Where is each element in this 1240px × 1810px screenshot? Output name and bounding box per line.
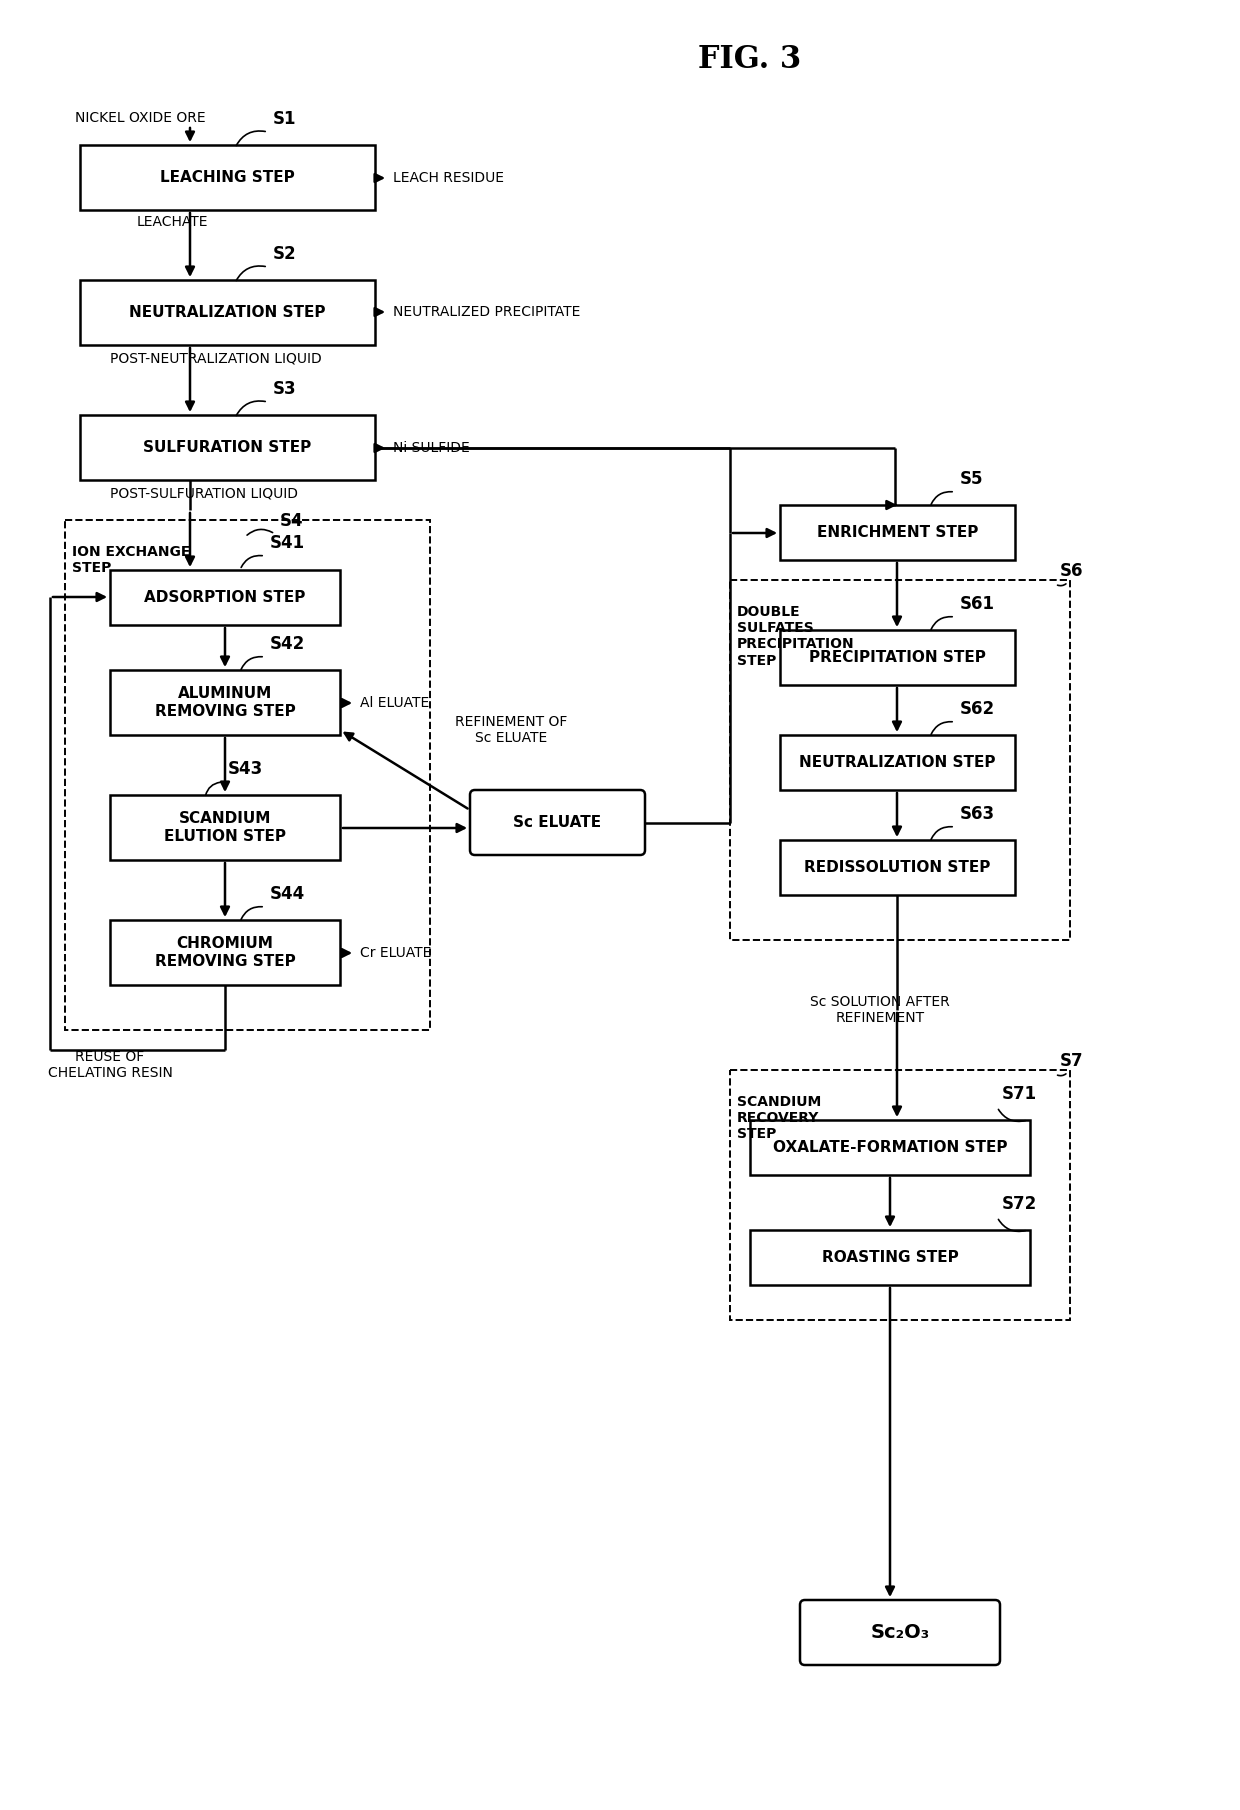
Text: S2: S2 [273, 244, 296, 262]
Bar [780, 630, 1016, 684]
Text: OXALATE-FORMATION STEP: OXALATE-FORMATION STEP [773, 1140, 1007, 1155]
Text: S44: S44 [270, 885, 305, 903]
Bar [64, 519, 430, 1030]
Text: S6: S6 [1060, 561, 1084, 579]
FancyBboxPatch shape [800, 1600, 999, 1665]
Text: REFINEMENT OF
Sc ELUATE: REFINEMENT OF Sc ELUATE [455, 715, 568, 746]
Text: NEUTRALIZATION STEP: NEUTRALIZATION STEP [129, 306, 326, 320]
Text: PRECIPITATION STEP: PRECIPITATION STEP [808, 650, 986, 664]
Bar [110, 919, 340, 985]
Bar [780, 840, 1016, 894]
Bar [780, 505, 1016, 559]
Text: REDISSOLUTION STEP: REDISSOLUTION STEP [805, 860, 991, 874]
Text: S3: S3 [273, 380, 296, 398]
Text: NEUTRALIZATION STEP: NEUTRALIZATION STEP [800, 755, 996, 769]
Bar [81, 145, 374, 210]
Text: S63: S63 [960, 805, 996, 824]
Text: DOUBLE
SULFATES
PRECIPITATION
STEP: DOUBLE SULFATES PRECIPITATION STEP [737, 605, 854, 668]
Text: ION EXCHANGE
STEP: ION EXCHANGE STEP [72, 545, 191, 576]
Text: NEUTRALIZED PRECIPITATE: NEUTRALIZED PRECIPITATE [393, 306, 580, 319]
Text: ALUMINUM
REMOVING STEP: ALUMINUM REMOVING STEP [155, 686, 295, 719]
Bar [110, 570, 340, 624]
Text: POST-NEUTRALIZATION LIQUID: POST-NEUTRALIZATION LIQUID [110, 351, 321, 366]
Text: POST-SULFURATION LIQUID: POST-SULFURATION LIQUID [110, 487, 298, 500]
Text: SCANDIUM
RECOVERY
STEP: SCANDIUM RECOVERY STEP [737, 1095, 821, 1142]
Bar [750, 1231, 1030, 1285]
Text: S1: S1 [273, 110, 296, 129]
Text: S72: S72 [1002, 1195, 1037, 1213]
Text: SCANDIUM
ELUTION STEP: SCANDIUM ELUTION STEP [164, 811, 286, 843]
FancyBboxPatch shape [470, 789, 645, 854]
Text: SULFURATION STEP: SULFURATION STEP [144, 440, 311, 454]
Bar [730, 1070, 1070, 1319]
Text: LEACHATE: LEACHATE [136, 215, 208, 230]
Text: ROASTING STEP: ROASTING STEP [822, 1251, 959, 1265]
Text: Al ELUATE: Al ELUATE [360, 697, 429, 710]
Text: REUSE OF
CHELATING RESIN: REUSE OF CHELATING RESIN [47, 1050, 172, 1081]
Bar [780, 735, 1016, 789]
Bar [81, 414, 374, 480]
Text: NICKEL OXIDE ORE: NICKEL OXIDE ORE [74, 110, 206, 125]
Text: S62: S62 [960, 700, 996, 719]
Text: S4: S4 [280, 512, 304, 530]
Text: Sc ELUATE: Sc ELUATE [513, 814, 601, 831]
Text: CHROMIUM
REMOVING STEP: CHROMIUM REMOVING STEP [155, 936, 295, 968]
Text: S7: S7 [1060, 1052, 1084, 1070]
Text: S61: S61 [960, 595, 994, 614]
Bar [730, 579, 1070, 939]
Bar [110, 795, 340, 860]
Text: S42: S42 [270, 635, 305, 653]
Bar [110, 670, 340, 735]
Text: FIG. 3: FIG. 3 [698, 45, 801, 76]
Bar [750, 1120, 1030, 1175]
Text: S43: S43 [228, 760, 263, 778]
Text: Cr ELUATE: Cr ELUATE [360, 947, 432, 959]
Text: ADSORPTION STEP: ADSORPTION STEP [144, 590, 306, 605]
Text: Ni SULFIDE: Ni SULFIDE [393, 442, 470, 454]
Text: S71: S71 [1002, 1084, 1037, 1102]
Text: S41: S41 [270, 534, 305, 552]
Text: ENRICHMENT STEP: ENRICHMENT STEP [817, 525, 978, 539]
Text: LEACH RESIDUE: LEACH RESIDUE [393, 170, 503, 185]
Bar [81, 281, 374, 346]
Text: Sc₂O₃: Sc₂O₃ [870, 1624, 930, 1642]
Text: S5: S5 [960, 471, 983, 489]
Text: Sc SOLUTION AFTER
REFINEMENT: Sc SOLUTION AFTER REFINEMENT [810, 996, 950, 1024]
Text: LEACHING STEP: LEACHING STEP [160, 170, 295, 185]
